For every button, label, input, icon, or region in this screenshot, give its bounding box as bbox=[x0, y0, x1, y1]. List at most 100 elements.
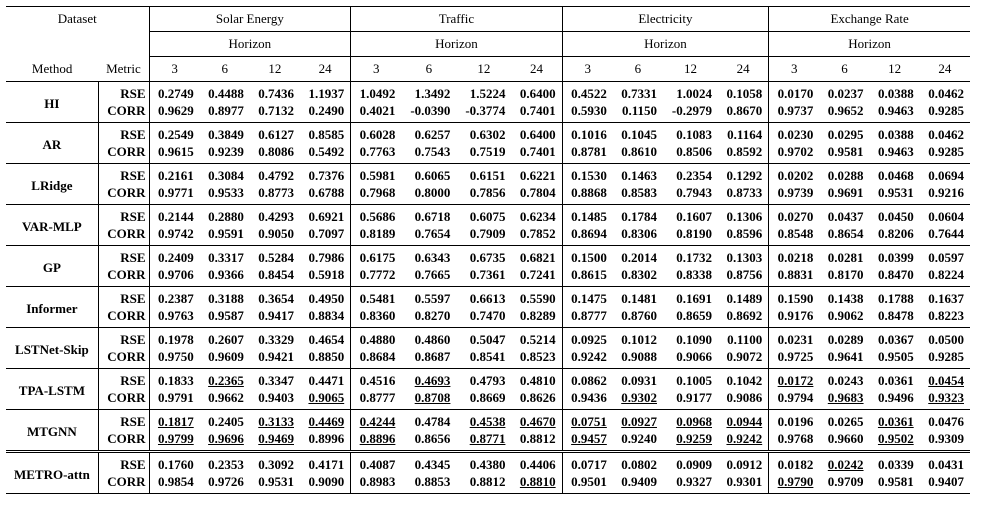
metric-value: 0.6718 bbox=[401, 204, 457, 225]
table-row: HI RSE 0.2749 0.4488 0.7436 1.1937 1.0492 1.349… bbox=[6, 81, 970, 111]
metric-value: 0.8302 bbox=[613, 266, 663, 287]
method-name: METRO-attn bbox=[6, 450, 99, 494]
metric-value: 0.7986 bbox=[300, 245, 351, 266]
value-text: 0.9662 bbox=[208, 390, 244, 405]
metric-value: 0.3849 bbox=[199, 122, 250, 143]
value-text: 0.9285 bbox=[928, 349, 964, 364]
value-text: 0.1760 bbox=[157, 457, 194, 472]
metric-value: 0.5214 bbox=[511, 327, 563, 348]
value-text: 0.5284 bbox=[258, 250, 294, 265]
value-text: 0.8454 bbox=[258, 267, 294, 282]
metric-value: 0.3654 bbox=[249, 286, 300, 307]
value-text: 0.9327 bbox=[676, 474, 712, 489]
metric-value: 0.9407 bbox=[920, 473, 970, 494]
dataset-name: Exchange Rate bbox=[768, 6, 970, 32]
table-row: LRidge RSE 0.2161 0.3084 0.4792 0.7376 0.5981 0… bbox=[6, 163, 970, 205]
value-text: 0.2387 bbox=[157, 291, 194, 306]
metric-value: 0.4516 bbox=[350, 368, 402, 389]
value-text: 0.1691 bbox=[676, 291, 712, 306]
value-text: 0.5930 bbox=[571, 103, 607, 118]
metric-value: 0.0170 bbox=[768, 81, 820, 102]
metric-value: 0.0454 bbox=[919, 368, 970, 389]
table-row: AR RSE 0.2549 0.3849 0.6127 0.8585 0.6028 0.625… bbox=[6, 122, 970, 164]
metric-value: 0.9662 bbox=[200, 389, 250, 410]
metric-value: 0.8868 bbox=[561, 184, 613, 205]
value-text: 0.8596 bbox=[726, 226, 763, 241]
metric-value: 0.9072 bbox=[718, 348, 769, 369]
value-text: 0.7763 bbox=[359, 144, 396, 159]
value-text: 0.0597 bbox=[928, 250, 964, 265]
value-text: 0.9790 bbox=[777, 474, 814, 489]
metric-value: 0.2387 bbox=[148, 286, 200, 307]
metric-value: 0.0281 bbox=[819, 245, 870, 266]
value-text: 0.7097 bbox=[308, 226, 345, 241]
horizon-value: 12 bbox=[456, 56, 512, 82]
value-text: 0.0909 bbox=[676, 457, 712, 472]
value-text: 0.7401 bbox=[519, 144, 556, 159]
metric-value: 0.0862 bbox=[561, 368, 613, 389]
value-text: 0.6400 bbox=[519, 127, 556, 142]
value-text: 0.0717 bbox=[571, 457, 607, 472]
value-text: 0.0944 bbox=[726, 414, 763, 429]
table-row: MTGNN RSE 0.1817 0.2405 0.3133 0.4469 0.4244 0.… bbox=[6, 409, 970, 452]
table-row: LSTNet-Skip RSE 0.1978 0.2607 0.3329 0.4654 0.… bbox=[6, 327, 970, 369]
metric-value: 0.0925 bbox=[561, 327, 613, 348]
value-text: 0.1607 bbox=[676, 209, 712, 224]
value-text: 0.0237 bbox=[827, 86, 864, 101]
metric-value: 0.0361 bbox=[869, 409, 920, 430]
metric-value: 0.4792 bbox=[249, 163, 300, 184]
metric-value: 0.6921 bbox=[300, 204, 351, 225]
value-text: 0.7376 bbox=[308, 168, 345, 183]
metric-value: 0.1090 bbox=[662, 327, 718, 348]
value-text: 0.1090 bbox=[676, 332, 712, 347]
value-text: 0.8812 bbox=[519, 431, 556, 446]
metric-value: 0.2607 bbox=[199, 327, 250, 348]
metric-value: 0.8360 bbox=[350, 307, 402, 328]
value-text: 0.2880 bbox=[208, 209, 244, 224]
metric-value: 0.8654 bbox=[819, 225, 869, 246]
metric-value: 0.9421 bbox=[250, 348, 300, 369]
value-text: 0.7132 bbox=[258, 103, 294, 118]
value-text: 0.8831 bbox=[777, 267, 814, 282]
metric-value: 0.1303 bbox=[718, 245, 769, 266]
metric-value: 0.9502 bbox=[870, 430, 920, 452]
metric-value: 0.1500 bbox=[561, 245, 613, 266]
value-text: 0.9683 bbox=[827, 390, 864, 405]
metric-value: 0.9768 bbox=[768, 430, 820, 452]
method-name: LSTNet-Skip bbox=[6, 327, 99, 369]
metric-value: 0.9615 bbox=[148, 143, 200, 164]
metric-value: 0.3329 bbox=[249, 327, 300, 348]
metric-value: 0.6735 bbox=[456, 245, 512, 266]
value-text: 0.9726 bbox=[208, 474, 244, 489]
value-text: 0.8615 bbox=[571, 267, 607, 282]
value-text: 0.9309 bbox=[928, 431, 964, 446]
metric-value: 0.9725 bbox=[768, 348, 820, 369]
metric-value: 0.5686 bbox=[350, 204, 402, 225]
value-text: 0.9581 bbox=[827, 144, 864, 159]
metric-value: 0.8548 bbox=[768, 225, 820, 246]
value-text: 0.1303 bbox=[726, 250, 763, 265]
metric-value: 0.9436 bbox=[561, 389, 613, 410]
table-row: Horizon Horizon Horizon Horizon bbox=[6, 31, 970, 57]
value-text: 0.7331 bbox=[621, 86, 657, 101]
value-text: 0.9533 bbox=[208, 185, 244, 200]
metric-value: 0.5284 bbox=[249, 245, 300, 266]
value-text: 0.9739 bbox=[777, 185, 814, 200]
horizon-value: 6 bbox=[819, 56, 870, 82]
metric-value: 0.9696 bbox=[200, 430, 250, 452]
metric-value: 0.9302 bbox=[613, 389, 663, 410]
value-text: 0.6028 bbox=[359, 127, 396, 142]
dataset-header: Dataset bbox=[57, 11, 97, 27]
metric-value: 0.6175 bbox=[350, 245, 402, 266]
value-text: 0.9409 bbox=[621, 474, 657, 489]
metric-value: 0.7968 bbox=[350, 184, 402, 205]
value-text: 0.7361 bbox=[469, 267, 506, 282]
metric-value: 0.6234 bbox=[511, 204, 563, 225]
metric-value: 0.9327 bbox=[663, 473, 718, 494]
metric-value: 0.9791 bbox=[148, 389, 200, 410]
value-text: 0.7519 bbox=[469, 144, 506, 159]
table-row: GP RSE 0.2409 0.3317 0.5284 0.7986 0.6175 0.634… bbox=[6, 245, 970, 287]
value-text: 0.9505 bbox=[877, 349, 914, 364]
value-text: 0.9725 bbox=[777, 349, 814, 364]
metric-value: 0.0361 bbox=[869, 368, 920, 389]
